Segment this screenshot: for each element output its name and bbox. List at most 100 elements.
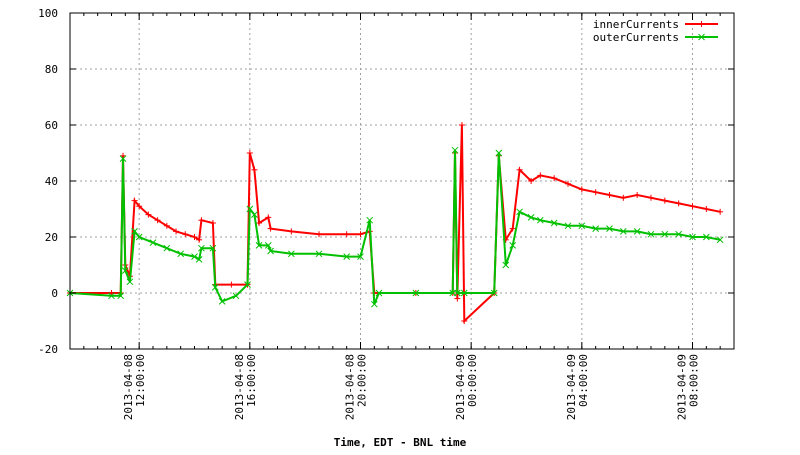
marker-stroke [451,146,459,154]
marker-stroke [163,244,171,252]
marker-stroke [550,219,558,227]
data-point [592,189,599,196]
data-point [536,216,544,224]
data-point [120,152,127,159]
marker-stroke [412,289,420,297]
marker-stroke [633,228,641,235]
marker-stroke [689,233,696,241]
data-point [163,222,170,229]
data-point [131,228,138,235]
y-tick-label: 0 [51,287,58,300]
data-point [461,318,468,324]
data-point [343,231,350,238]
data-point [198,244,205,252]
data-point [564,222,572,230]
data-point [256,220,263,226]
data-point [551,175,558,182]
data-point [516,166,523,173]
data-point [173,228,180,235]
data-point [196,236,203,243]
data-point [177,250,185,258]
marker-stroke [149,239,157,246]
data-point [163,244,171,252]
marker-stroke [490,289,498,297]
data-point [316,231,322,238]
data-point [509,242,517,249]
data-point [451,146,459,154]
marker-stroke [675,230,683,238]
data-point [454,295,461,302]
marker-stroke [516,208,523,216]
marker-stroke [211,284,219,291]
data-point [315,250,323,258]
y-tick-label: 100 [38,7,58,20]
marker-stroke [108,292,115,300]
marker-stroke [343,253,351,260]
data-point [716,236,724,244]
data-point [528,178,535,184]
data-point [209,244,217,252]
data-point [288,228,295,235]
data-point [154,217,161,224]
marker-stroke [647,230,655,238]
legend-label: innerCurrents [593,18,679,31]
y-tick-label: 20 [45,231,58,244]
data-point [366,216,374,224]
data-point [702,233,710,241]
marker-stroke [375,289,383,297]
marker-stroke [251,211,258,218]
marker-stroke [246,205,254,213]
data-point [689,233,696,241]
data-point [251,166,258,173]
data-point [251,211,258,218]
x-axis-label: Time, EDT - BNL time [334,436,467,449]
data-point [453,289,461,297]
marker-stroke [126,278,134,286]
data-point [460,289,468,297]
data-point [689,203,696,210]
data-point [495,149,503,157]
data-point [149,239,157,246]
marker-stroke [564,222,572,230]
data-point [357,231,364,238]
data-point [218,298,226,305]
marker-stroke [370,300,378,308]
marker-stroke [495,149,503,157]
marker-stroke [606,225,613,232]
marker-stroke [287,250,295,258]
marker-stroke [244,281,251,288]
marker-stroke [121,267,129,274]
data-point [527,214,535,221]
data-point [648,194,654,201]
marker-stroke [578,222,586,230]
data-point [578,222,586,230]
data-point [255,242,263,249]
series-layer [66,122,724,324]
marker-stroke [131,228,138,235]
data-point [370,300,378,308]
data-point [191,253,198,260]
x-tick-label-time: 16:00:00 [245,354,258,407]
marker-stroke [218,298,226,305]
x-tick-label-time: 04:00:00 [577,354,590,407]
marker-stroke [536,216,544,224]
data-point [191,234,198,240]
marker-stroke [453,289,461,297]
data-point [565,180,571,187]
data-point [633,228,641,235]
data-point [606,225,613,232]
data-point [108,292,115,300]
marker-stroke [177,250,185,258]
marker-stroke [366,216,374,224]
x-tick-label-date: 2013-04-08 [122,354,135,420]
data-point [458,122,465,128]
marker-stroke [255,242,263,249]
marker-stroke [502,261,510,269]
x-tick-label-date: 2013-04-09 [676,354,689,420]
data-point [516,208,523,216]
marker-stroke [119,155,127,162]
marker-stroke [264,242,272,249]
